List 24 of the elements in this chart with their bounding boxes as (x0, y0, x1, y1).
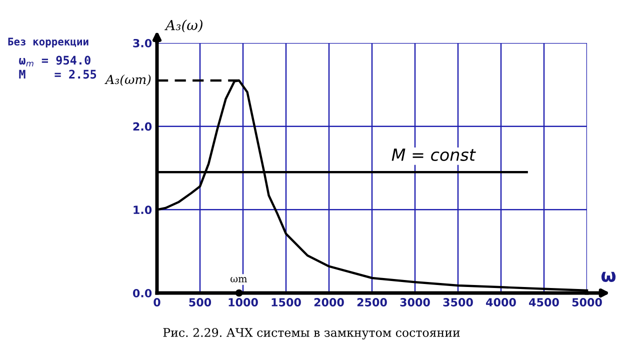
y-tick-label: 0.0 (132, 288, 152, 298)
text: M = 2.55 (19, 70, 96, 79)
x-tick-label: 4000 (486, 298, 516, 306)
y-tick-label: 2.0 (133, 122, 152, 131)
x-tick-label: 1000 (228, 298, 258, 306)
y-tick-label: 1.0 (134, 206, 152, 214)
y-tick-label: 3.0 (133, 38, 152, 48)
x-tick-label: 2000 (314, 298, 344, 306)
x-tick-label: 2500 (357, 298, 387, 306)
x-tick-label: 0 (154, 298, 160, 306)
text: Без коррекции (8, 38, 88, 48)
x-tick-label: 5000 (572, 298, 602, 306)
x-tick-label: 1500 (272, 298, 301, 306)
annotation: M = const (392, 148, 476, 162)
x-tick-label: 3500 (443, 298, 473, 306)
x-tick-label: 500 (189, 298, 212, 306)
x-tick-label: 4500 (529, 298, 559, 306)
annotation: ωm (230, 277, 248, 282)
text: Рис. 2.29. АЧХ системы в замкнутом состоянии (163, 328, 460, 340)
text: ω$_{m}$ = 954.0 (19, 56, 90, 66)
y-axis-title: A₃(ω) (164, 20, 202, 32)
annotation: A₃(ωm) (104, 74, 151, 86)
x-tick-label: 3000 (400, 298, 430, 306)
x-axis-title: ω (601, 272, 616, 282)
